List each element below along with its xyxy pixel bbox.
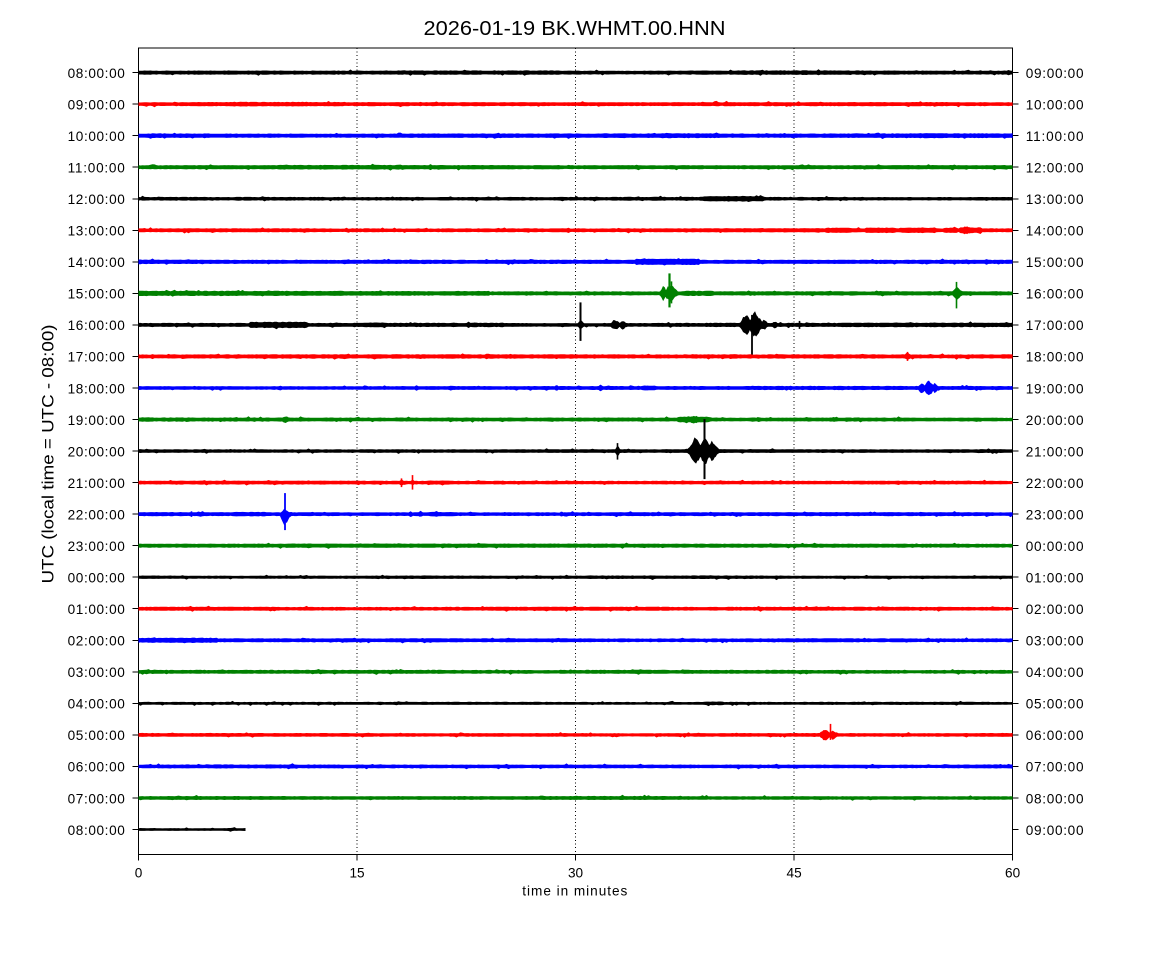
svg-text:20:00:00: 20:00:00 — [1026, 413, 1084, 428]
svg-text:09:00:00: 09:00:00 — [68, 97, 126, 112]
svg-text:17:00:00: 17:00:00 — [1026, 318, 1084, 333]
svg-text:03:00:00: 03:00:00 — [68, 665, 126, 680]
svg-text:13:00:00: 13:00:00 — [1026, 192, 1084, 207]
svg-text:22:00:00: 22:00:00 — [1026, 476, 1084, 491]
svg-text:00:00:00: 00:00:00 — [1026, 539, 1084, 554]
svg-text:07:00:00: 07:00:00 — [68, 791, 126, 806]
svg-text:10:00:00: 10:00:00 — [1026, 97, 1084, 112]
svg-text:18:00:00: 18:00:00 — [68, 381, 126, 396]
svg-text:02:00:00: 02:00:00 — [1026, 602, 1084, 617]
svg-text:16:00:00: 16:00:00 — [68, 318, 126, 333]
svg-text:17:00:00: 17:00:00 — [68, 350, 126, 365]
svg-text:13:00:00: 13:00:00 — [68, 224, 126, 239]
svg-text:18:00:00: 18:00:00 — [1026, 350, 1084, 365]
svg-text:20:00:00: 20:00:00 — [68, 444, 126, 459]
svg-text:UTC (local time = UTC - 08:00): UTC (local time = UTC - 08:00) — [39, 325, 58, 584]
svg-text:04:00:00: 04:00:00 — [68, 697, 126, 712]
svg-text:22:00:00: 22:00:00 — [68, 507, 126, 522]
svg-text:0: 0 — [135, 866, 143, 881]
svg-text:10:00:00: 10:00:00 — [68, 129, 126, 144]
svg-text:05:00:00: 05:00:00 — [68, 728, 126, 743]
svg-text:23:00:00: 23:00:00 — [68, 539, 126, 554]
svg-text:11:00:00: 11:00:00 — [68, 161, 126, 176]
svg-text:08:00:00: 08:00:00 — [68, 823, 126, 838]
svg-text:time in minutes: time in minutes — [522, 884, 627, 899]
svg-text:01:00:00: 01:00:00 — [68, 602, 126, 617]
svg-text:2026-01-19 BK.WHMT.00.HNN: 2026-01-19 BK.WHMT.00.HNN — [424, 18, 726, 40]
svg-text:60: 60 — [1005, 866, 1021, 881]
svg-text:14:00:00: 14:00:00 — [1026, 224, 1084, 239]
svg-text:21:00:00: 21:00:00 — [1026, 444, 1084, 459]
svg-text:19:00:00: 19:00:00 — [1026, 381, 1084, 396]
svg-text:16:00:00: 16:00:00 — [1026, 287, 1084, 302]
svg-text:19:00:00: 19:00:00 — [68, 413, 126, 428]
svg-text:09:00:00: 09:00:00 — [1026, 823, 1084, 838]
svg-text:04:00:00: 04:00:00 — [1026, 665, 1084, 680]
svg-text:12:00:00: 12:00:00 — [68, 192, 126, 207]
svg-text:15:00:00: 15:00:00 — [1026, 255, 1084, 270]
svg-text:05:00:00: 05:00:00 — [1026, 697, 1084, 712]
svg-text:02:00:00: 02:00:00 — [68, 634, 126, 649]
svg-text:12:00:00: 12:00:00 — [1026, 161, 1084, 176]
svg-text:07:00:00: 07:00:00 — [1026, 760, 1084, 775]
svg-text:11:00:00: 11:00:00 — [1026, 129, 1084, 144]
svg-text:00:00:00: 00:00:00 — [68, 571, 126, 586]
svg-text:09:00:00: 09:00:00 — [1026, 66, 1084, 81]
svg-text:08:00:00: 08:00:00 — [68, 66, 126, 81]
svg-text:06:00:00: 06:00:00 — [1026, 728, 1084, 743]
svg-text:01:00:00: 01:00:00 — [1026, 571, 1084, 586]
svg-text:45: 45 — [787, 866, 802, 881]
svg-text:23:00:00: 23:00:00 — [1026, 507, 1084, 522]
svg-text:03:00:00: 03:00:00 — [1026, 634, 1084, 649]
svg-text:06:00:00: 06:00:00 — [68, 760, 126, 775]
svg-text:08:00:00: 08:00:00 — [1026, 791, 1084, 806]
svg-text:15: 15 — [349, 866, 364, 881]
svg-text:30: 30 — [568, 866, 584, 881]
svg-text:15:00:00: 15:00:00 — [68, 287, 126, 302]
svg-text:14:00:00: 14:00:00 — [68, 255, 126, 270]
svg-text:21:00:00: 21:00:00 — [68, 476, 126, 491]
